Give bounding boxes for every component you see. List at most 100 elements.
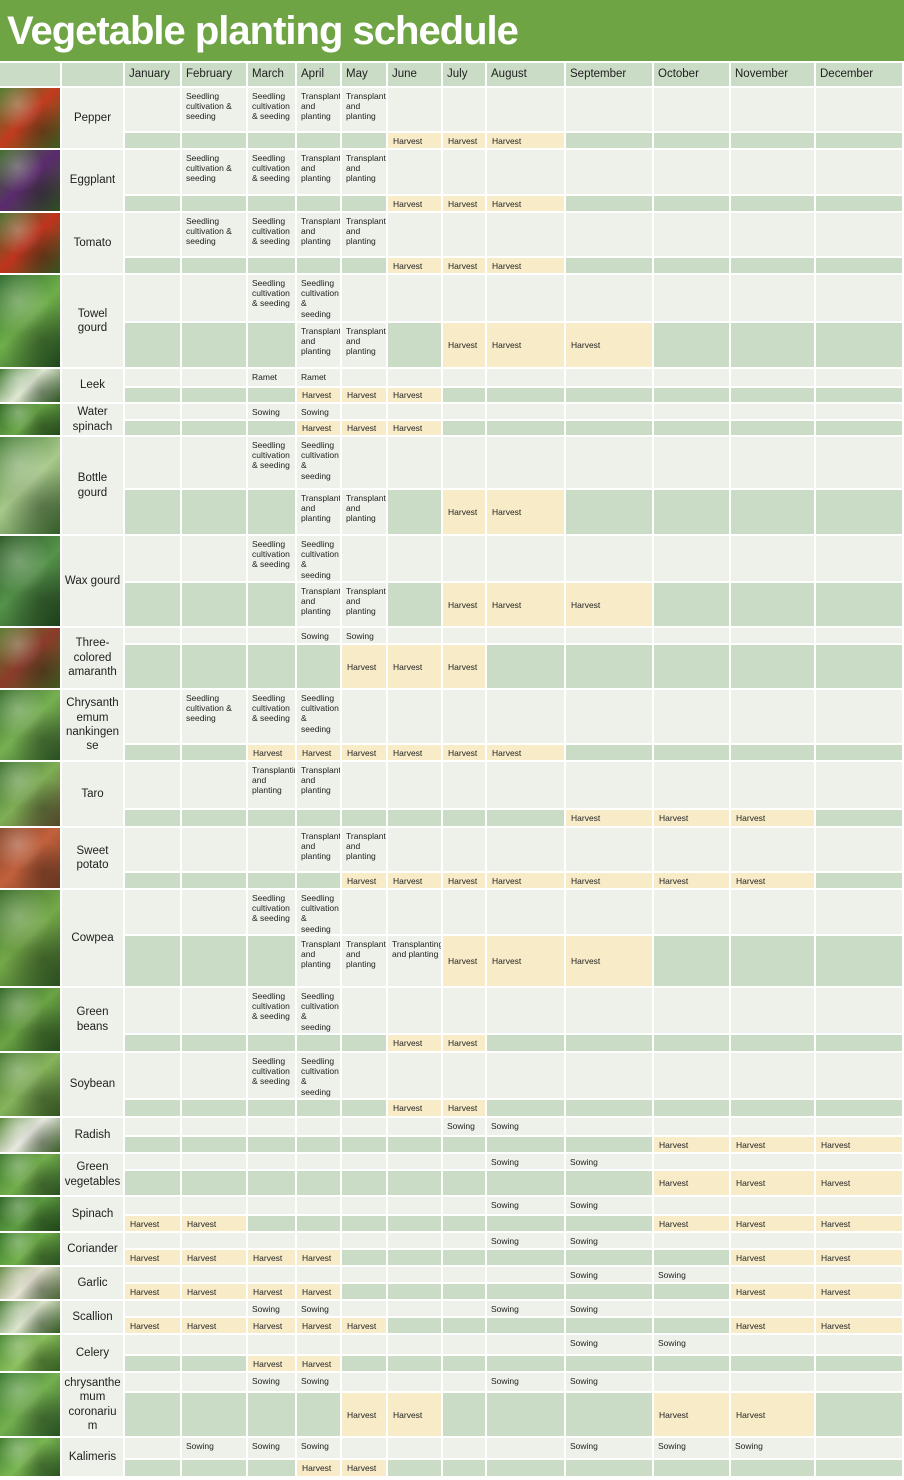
empty-cell xyxy=(248,1267,297,1284)
empty-cell xyxy=(816,936,904,988)
celery-april-harvest: Harvest xyxy=(297,1356,342,1373)
empty-cell xyxy=(342,1035,388,1053)
empty-cell xyxy=(654,388,731,404)
empty-cell xyxy=(487,1171,566,1197)
empty-cell xyxy=(125,745,182,762)
empty-cell xyxy=(731,1373,816,1393)
green-vegetables-photo xyxy=(0,1154,62,1197)
empty-cell xyxy=(487,690,566,745)
empty-cell xyxy=(487,1460,566,1478)
sweet-potato-november-harvest: Harvest xyxy=(731,873,816,890)
three-colored-amaranth-photo xyxy=(0,628,62,690)
empty-cell xyxy=(731,690,816,745)
empty-cell xyxy=(443,628,487,645)
empty-cell xyxy=(731,583,816,628)
empty-cell xyxy=(487,890,566,936)
empty-cell xyxy=(248,1216,297,1233)
empty-cell xyxy=(654,936,731,988)
empty-cell xyxy=(443,1250,487,1267)
empty-cell xyxy=(388,1267,443,1284)
empty-cell xyxy=(248,1118,297,1137)
wax-gourd-name: Wax gourd xyxy=(62,536,125,628)
chrysanthemum-nankingense-march-activity: Seedling cultivation & seeding xyxy=(248,690,297,745)
empty-cell xyxy=(443,1216,487,1233)
empty-cell xyxy=(443,1460,487,1478)
empty-cell xyxy=(297,810,342,828)
taro-march-activity: Transplanting and planting xyxy=(248,762,297,810)
empty-cell xyxy=(731,988,816,1035)
coriander-photo xyxy=(0,1233,62,1267)
empty-cell xyxy=(816,1035,904,1053)
empty-cell xyxy=(182,490,248,536)
empty-cell xyxy=(182,1301,248,1318)
kalimeris-september-activity: Sowing xyxy=(566,1438,654,1460)
garlic-december-harvest: Harvest xyxy=(816,1284,904,1301)
empty-cell xyxy=(388,1053,443,1100)
empty-cell xyxy=(487,404,566,421)
empty-cell xyxy=(443,988,487,1035)
empty-cell xyxy=(297,1118,342,1137)
empty-cell xyxy=(816,133,904,150)
empty-cell xyxy=(125,536,182,583)
empty-cell xyxy=(731,369,816,388)
empty-cell xyxy=(487,1250,566,1267)
empty-cell xyxy=(566,645,654,690)
empty-cell xyxy=(182,936,248,988)
empty-cell xyxy=(654,1035,731,1053)
leek-june-harvest: Harvest xyxy=(388,388,443,404)
empty-cell xyxy=(182,323,248,369)
empty-cell xyxy=(487,828,566,873)
celery-september-activity: Sowing xyxy=(566,1335,654,1356)
towel-gourd-name: Towel gourd xyxy=(62,275,125,369)
empty-cell xyxy=(566,1250,654,1267)
empty-cell xyxy=(731,645,816,690)
water-spinach-march-activity: Sowing xyxy=(248,404,297,421)
empty-cell xyxy=(125,369,182,388)
empty-cell xyxy=(342,762,388,810)
empty-cell xyxy=(816,196,904,213)
empty-cell xyxy=(342,1373,388,1393)
planting-schedule-table: January February March April May June July Augu… xyxy=(0,63,904,1478)
empty-cell xyxy=(566,690,654,745)
empty-cell xyxy=(248,1393,297,1438)
empty-cell xyxy=(487,988,566,1035)
radish-december-harvest: Harvest xyxy=(816,1137,904,1154)
empty-cell xyxy=(816,258,904,275)
empty-cell xyxy=(816,1460,904,1478)
cowpea-july-harvest: Harvest xyxy=(443,936,487,988)
empty-cell xyxy=(125,890,182,936)
empty-cell xyxy=(125,1335,182,1356)
empty-cell xyxy=(731,890,816,936)
empty-cell xyxy=(566,133,654,150)
green-beans-photo xyxy=(0,988,62,1053)
celery-photo xyxy=(0,1335,62,1373)
tomato-march-activity: Seedling cultivation & seeding xyxy=(248,213,297,258)
month-header-june: June xyxy=(388,63,443,88)
empty-cell xyxy=(388,404,443,421)
empty-cell xyxy=(125,150,182,196)
empty-cell xyxy=(388,1154,443,1171)
empty-cell xyxy=(654,1373,731,1393)
empty-cell xyxy=(342,404,388,421)
scallion-photo xyxy=(0,1301,62,1335)
empty-cell xyxy=(487,1318,566,1335)
soybean-june-harvest: Harvest xyxy=(388,1100,443,1118)
leek-name: Leek xyxy=(62,369,125,404)
empty-cell xyxy=(566,1393,654,1438)
green-vegetables-december-harvest: Harvest xyxy=(816,1171,904,1197)
garlic-november-harvest: Harvest xyxy=(731,1284,816,1301)
empty-cell xyxy=(566,1318,654,1335)
radish-photo xyxy=(0,1118,62,1154)
water-spinach-april-activity: Sowing xyxy=(297,404,342,421)
sweet-potato-name: Sweet potato xyxy=(62,828,125,890)
month-header-october: October xyxy=(654,63,731,88)
pepper-march-activity: Seedling cultivation & seeding xyxy=(248,88,297,133)
empty-cell xyxy=(297,1137,342,1154)
radish-name: Radish xyxy=(62,1118,125,1154)
pepper-name: Pepper xyxy=(62,88,125,150)
empty-cell xyxy=(125,1438,182,1460)
chrysanthemum-nankingense-august-harvest: Harvest xyxy=(487,745,566,762)
empty-cell xyxy=(654,213,731,258)
empty-cell xyxy=(816,437,904,490)
three-colored-amaranth-april-activity: Sowing xyxy=(297,628,342,645)
